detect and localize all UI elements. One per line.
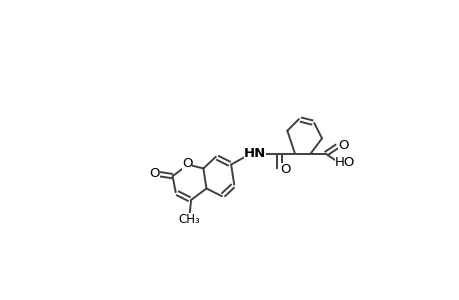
Text: HO: HO bbox=[334, 156, 354, 169]
Text: O: O bbox=[279, 164, 290, 176]
Text: O: O bbox=[149, 167, 160, 180]
Text: O: O bbox=[337, 139, 348, 152]
Text: HN: HN bbox=[243, 146, 266, 160]
Text: CH₃: CH₃ bbox=[178, 213, 200, 226]
Text: O: O bbox=[182, 157, 192, 170]
